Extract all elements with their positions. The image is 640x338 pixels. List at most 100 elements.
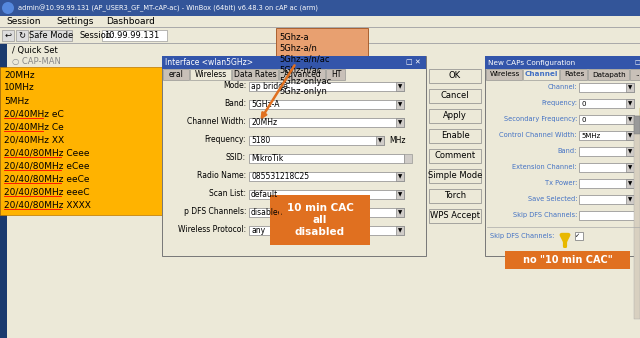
Bar — [249, 136, 384, 145]
Text: ▼: ▼ — [628, 85, 632, 90]
Text: ▼: ▼ — [398, 210, 402, 215]
Text: 5MHz: 5MHz — [4, 97, 29, 105]
Text: MHz: MHz — [389, 136, 406, 145]
Bar — [162, 56, 426, 69]
Text: Frequency:: Frequency: — [205, 136, 246, 145]
Text: Session: Session — [6, 18, 40, 26]
Bar — [396, 100, 404, 109]
Bar — [2, 30, 14, 41]
Text: 5Ghz-a/n: 5Ghz-a/n — [279, 44, 317, 52]
Text: Tx Power:: Tx Power: — [545, 180, 577, 186]
Text: □ ✕: □ ✕ — [635, 60, 640, 65]
Bar — [579, 131, 634, 140]
Text: no "10 min CAC": no "10 min CAC" — [523, 255, 612, 265]
Text: Settings: Settings — [56, 18, 93, 26]
Text: 5GHz-A: 5GHz-A — [251, 100, 280, 109]
Bar — [7, 44, 162, 56]
Text: 5Ghz-onlyn: 5Ghz-onlyn — [279, 88, 327, 97]
Bar — [630, 69, 640, 80]
Bar — [560, 69, 587, 80]
Bar — [429, 169, 481, 183]
Bar — [626, 99, 634, 108]
Text: Radio Name:: Radio Name: — [197, 171, 246, 180]
Text: 5Ghz-onlyac: 5Ghz-onlyac — [279, 76, 332, 86]
Bar — [249, 118, 404, 127]
Text: ▼: ▼ — [628, 149, 632, 154]
Bar — [249, 82, 404, 91]
Bar — [249, 154, 404, 163]
Text: ↩: ↩ — [4, 31, 12, 40]
Text: Dashboard: Dashboard — [106, 18, 155, 26]
Bar — [429, 89, 481, 103]
Bar — [376, 136, 384, 145]
Bar — [279, 69, 325, 80]
Text: MikroTik: MikroTik — [251, 154, 284, 163]
Bar — [0, 67, 162, 215]
Bar — [626, 195, 634, 204]
Bar — [626, 115, 634, 124]
Bar — [429, 109, 481, 123]
Bar — [579, 147, 634, 156]
Text: Scan List:: Scan List: — [209, 190, 246, 198]
Text: ▼: ▼ — [628, 165, 632, 170]
Bar — [0, 16, 640, 28]
Text: p DFS Channels:: p DFS Channels: — [184, 208, 246, 217]
Bar — [0, 28, 640, 44]
Text: 0: 0 — [581, 100, 586, 106]
Text: 5180: 5180 — [251, 136, 270, 145]
Text: ○ CAP-MAN: ○ CAP-MAN — [12, 57, 61, 66]
Text: Simple Mode: Simple Mode — [428, 171, 482, 180]
Bar — [485, 56, 640, 256]
Text: Apply: Apply — [443, 112, 467, 121]
Bar — [163, 69, 189, 80]
Bar — [249, 226, 404, 235]
Bar — [326, 69, 345, 80]
Text: Extension Channel:: Extension Channel: — [513, 164, 577, 170]
Bar — [396, 190, 404, 199]
Bar — [588, 69, 629, 80]
Text: 20/40/80MHz eeCe: 20/40/80MHz eeCe — [4, 174, 90, 184]
Text: / Quick Set: / Quick Set — [12, 46, 58, 54]
Text: ▼: ▼ — [398, 192, 402, 197]
Bar — [486, 69, 522, 80]
Bar — [626, 147, 634, 156]
Text: 20/40MHz Ce: 20/40MHz Ce — [4, 122, 64, 131]
Text: Torch: Torch — [444, 192, 466, 200]
Bar — [626, 163, 634, 172]
Bar — [579, 179, 634, 188]
Text: 20/40MHz XX: 20/40MHz XX — [4, 136, 64, 145]
Text: Interface <wlan5GHz>: Interface <wlan5GHz> — [165, 58, 253, 67]
Bar — [396, 208, 404, 217]
Text: 20/40/80MHz Ceee: 20/40/80MHz Ceee — [4, 148, 90, 158]
Bar — [190, 69, 231, 80]
Bar — [30, 30, 72, 41]
Bar — [579, 211, 634, 220]
Text: 5Ghz-n/ac: 5Ghz-n/ac — [279, 66, 321, 74]
Bar — [579, 163, 634, 172]
Text: Session:: Session: — [80, 31, 115, 40]
Bar — [579, 83, 634, 92]
Text: 20MHz: 20MHz — [4, 71, 35, 79]
Bar — [102, 30, 167, 41]
Bar — [249, 208, 404, 217]
Bar — [429, 149, 481, 163]
Text: Skip DFS Channels:: Skip DFS Channels: — [490, 233, 554, 239]
Bar — [396, 118, 404, 127]
Text: Channel:: Channel: — [547, 84, 577, 90]
Text: default: default — [251, 190, 278, 199]
Bar — [634, 116, 640, 134]
Text: SSID:: SSID: — [226, 153, 246, 163]
Bar — [249, 190, 404, 199]
Bar — [396, 226, 404, 235]
Text: Safe Mode: Safe Mode — [29, 31, 73, 40]
Text: any: any — [251, 226, 265, 235]
Text: eral: eral — [169, 70, 184, 79]
Text: Comment: Comment — [435, 151, 476, 161]
Text: 10.99.99.131: 10.99.99.131 — [104, 31, 159, 40]
Text: ↻: ↻ — [19, 31, 26, 40]
Text: Rates: Rates — [564, 72, 584, 77]
Bar — [0, 0, 640, 16]
Text: Band:: Band: — [224, 99, 246, 108]
Text: WPS Accept: WPS Accept — [430, 212, 480, 220]
Bar — [404, 154, 412, 163]
